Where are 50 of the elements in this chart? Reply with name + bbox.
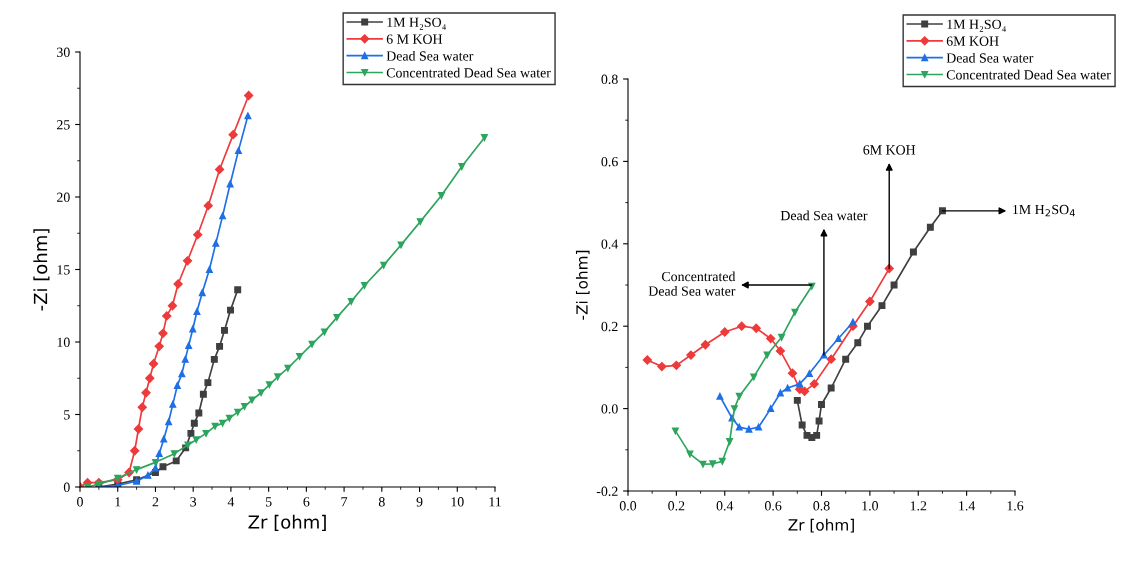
y-tick-label: 0 xyxy=(63,482,70,492)
y-tick-label: 0.2 xyxy=(601,321,618,332)
legend-label: Concentrated Dead Sea water xyxy=(386,67,551,78)
y-tick-label: 5 xyxy=(64,410,70,420)
x-tick-label: 9 xyxy=(416,497,423,507)
legend-label: Dead Sea water xyxy=(386,50,474,61)
x-tick-label: 1.4 xyxy=(959,501,976,511)
x-tick-label: 1.2 xyxy=(910,501,927,511)
annotation: 1M H$_{2}$SO$_{4}$ xyxy=(1013,204,1075,217)
y-tick-label: 20 xyxy=(57,192,70,202)
x-tick-label: 0.2 xyxy=(668,501,685,511)
x-tick-label: 0.4 xyxy=(716,501,734,511)
x-axis-title: Zr [ohm] xyxy=(788,518,854,533)
y-axis-title: -Zi [ohm] xyxy=(33,229,50,311)
legend-label: 6 M KOH xyxy=(386,34,443,44)
y-tick-label: 0.4 xyxy=(601,239,619,249)
y-tick-label: 25 xyxy=(57,120,70,130)
legend-label: Concentrated Dead Sea water xyxy=(946,69,1111,80)
legend-label: Dead Sea water xyxy=(946,52,1034,63)
x-tick-label: 5 xyxy=(265,497,272,507)
annotation: 6M KOH xyxy=(863,145,916,155)
y-tick-label: 10 xyxy=(57,337,70,347)
x-tick-label: 0 xyxy=(77,497,83,507)
x-tick-label: 1.0 xyxy=(862,501,879,511)
annotation: Concentrated Dead Sea water xyxy=(648,271,736,296)
y-tick-label: -0.2 xyxy=(596,486,618,497)
x-tick-label: 0.6 xyxy=(764,501,782,511)
x-tick-label: 0.8 xyxy=(813,501,830,511)
x-tick-label: 8 xyxy=(378,497,385,507)
x-tick-label: 1.6 xyxy=(1007,501,1024,511)
y-axis-title: -Zi [ohm] xyxy=(575,250,590,320)
y-tick-label: 30 xyxy=(57,47,70,57)
annotation: Dead Sea water xyxy=(780,210,868,221)
y-tick-label: 15 xyxy=(57,265,70,275)
y-tick-label: 0.0 xyxy=(601,404,618,414)
x-tick-label: 0.0 xyxy=(619,501,637,511)
x-tick-label: 11 xyxy=(489,497,501,507)
legend-label: 1M H₂SO₄ xyxy=(387,17,446,30)
x-axis-title: Zr [ohm] xyxy=(248,514,326,531)
x-tick-label: 10 xyxy=(451,497,464,507)
x-tick-label: 6 xyxy=(303,497,310,507)
y-tick-label: 0.8 xyxy=(601,74,618,85)
x-tick-label: 7 xyxy=(341,497,348,507)
legend-label: 6M KOH xyxy=(946,36,999,46)
x-tick-label: 2 xyxy=(152,497,159,507)
legend-label: 1M H₂SO₄ xyxy=(947,19,1006,32)
x-tick-label: 1 xyxy=(115,497,121,507)
y-tick-label: 0.6 xyxy=(601,156,618,167)
x-tick-label: 4 xyxy=(227,497,235,507)
x-tick-label: 3 xyxy=(190,497,197,507)
